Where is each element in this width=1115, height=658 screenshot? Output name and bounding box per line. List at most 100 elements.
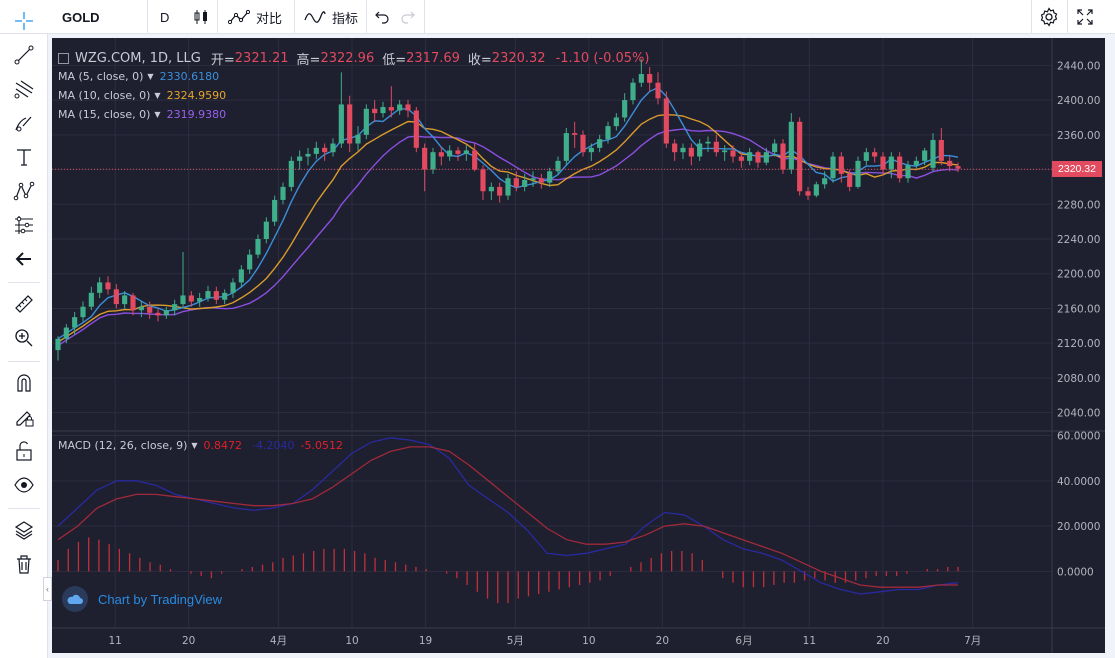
price-chart[interactable]: 11 20 4月 10 19 5月 10 20 6月 11 20 7月 2440.00 2400.00 23… <box>52 38 1105 653</box>
lock-drawings-tool[interactable] <box>9 436 39 466</box>
indicators-label: 指标 <box>332 10 359 26</box>
candle-body <box>147 306 153 313</box>
compare-label: 对比 <box>256 10 283 26</box>
candle-body <box>955 166 961 169</box>
caret-down-icon[interactable]: ▼ <box>147 72 154 81</box>
candle-body <box>905 165 911 179</box>
candle-body <box>947 160 953 167</box>
candle-body <box>55 338 61 351</box>
candle-body <box>213 291 219 300</box>
tradingview-branding[interactable]: Chart by TradingView <box>62 586 222 612</box>
ma15-legend[interactable]: MA (15, close, 0) ▼ 2319.9380 <box>58 108 226 121</box>
candle-body <box>597 139 603 148</box>
brush-tool[interactable] <box>9 108 39 138</box>
ma10-legend[interactable]: MA (10, close, 0) ▼ 2324.9590 <box>58 89 226 102</box>
candle-body <box>513 178 519 187</box>
candle-body <box>330 143 336 153</box>
pitchfork-tool[interactable] <box>9 74 39 104</box>
candle-body <box>630 82 636 101</box>
candle-body <box>772 143 778 153</box>
candle-body <box>588 147 594 153</box>
magnet-tool[interactable] <box>9 368 39 398</box>
candle-body <box>522 179 528 187</box>
candle-body <box>638 74 644 83</box>
redo-button[interactable] <box>400 0 416 34</box>
indicators-button[interactable]: 指标 <box>304 0 358 34</box>
candle-body <box>530 178 536 180</box>
candle-body <box>688 147 694 157</box>
x-tick-label: 20 <box>656 635 669 647</box>
back-button[interactable] <box>9 244 39 274</box>
candle-body <box>730 150 736 157</box>
candle-body <box>97 282 103 293</box>
text-icon <box>17 149 31 166</box>
x-tick-label: 10 <box>582 635 595 647</box>
caret-down-icon[interactable]: ▼ <box>154 110 161 119</box>
candle-body <box>847 173 853 187</box>
candle-body <box>447 150 453 157</box>
candle-body <box>697 143 703 157</box>
candle-body <box>463 150 469 154</box>
text-tool[interactable] <box>9 142 39 172</box>
price-tick-label: 2080.00 <box>1057 373 1100 385</box>
drawing-toolbar <box>0 12 48 658</box>
macd-legend[interactable]: MACD (12, 26, close, 9) ▼ 0.8472 -4.2040 … <box>58 439 343 452</box>
candle-body <box>722 150 728 153</box>
macd-tick-label: 0.0000 <box>1057 566 1094 578</box>
chart-area[interactable]: 11 20 4月 10 19 5月 10 20 6月 11 20 7月 2440.00 2400.00 23… <box>52 38 1105 653</box>
candle-body <box>563 133 569 161</box>
collapse-legend-icon[interactable] <box>58 53 69 64</box>
macd-line <box>57 437 959 595</box>
hide-drawings-tool[interactable] <box>9 470 39 500</box>
trend-line-tool[interactable] <box>9 40 39 70</box>
toolbar-divider <box>8 508 40 509</box>
indicators-icon <box>304 11 326 23</box>
candle-body <box>780 143 786 170</box>
candle-body <box>872 152 878 157</box>
caret-down-icon[interactable]: ▼ <box>154 91 161 100</box>
pattern-tool[interactable] <box>9 176 39 206</box>
fullscreen-icon <box>1077 9 1093 25</box>
candle-body <box>388 107 394 111</box>
settings-button[interactable] <box>1039 0 1059 34</box>
ma10-label: MA (10, close, 0) <box>58 89 151 102</box>
prediction-tool[interactable] <box>9 210 39 240</box>
undo-icon <box>375 11 389 24</box>
zoom-in-icon <box>15 329 33 347</box>
candle-body <box>455 150 461 154</box>
candle-body <box>938 140 944 161</box>
candle-body <box>72 317 78 328</box>
candle-body <box>188 295 194 302</box>
candle-body <box>372 108 378 114</box>
ma5-legend[interactable]: MA (5, close, 0) ▼ 2330.6180 <box>58 70 219 83</box>
stay-in-drawing-tool[interactable] <box>9 402 39 432</box>
candle-body <box>413 110 419 148</box>
price-tick-label: 2200.00 <box>1057 269 1100 281</box>
remove-drawings-tool[interactable] <box>9 549 39 579</box>
candle-body <box>813 184 819 196</box>
sidebar-toggle[interactable]: ‹ <box>43 577 52 601</box>
ma5-value: 2330.6180 <box>159 70 220 83</box>
caret-down-icon[interactable]: ▼ <box>191 441 198 450</box>
compare-button[interactable]: 对比 <box>228 0 282 34</box>
macd-line-value: -4.2040 <box>252 439 295 452</box>
crosshair-tool[interactable] <box>9 6 39 36</box>
measure-tool[interactable] <box>9 289 39 319</box>
candle-body <box>105 282 111 290</box>
candle-body <box>405 104 411 111</box>
undo-button[interactable] <box>374 0 390 34</box>
x-tick-label: 5月 <box>507 635 524 647</box>
symbol-search[interactable]: GOLD <box>62 9 100 25</box>
candle-body <box>155 312 161 316</box>
toolbar-divider <box>147 0 148 34</box>
candle-body <box>755 152 761 163</box>
zoom-in-tool[interactable] <box>9 323 39 353</box>
chart-type-button[interactable] <box>192 0 210 34</box>
candle-body <box>297 156 303 161</box>
interval-button[interactable]: D <box>160 9 170 25</box>
fullscreen-button[interactable] <box>1076 0 1094 34</box>
x-tick-label: 11 <box>803 635 816 647</box>
object-tree-tool[interactable] <box>9 515 39 545</box>
x-tick-label: 7月 <box>964 635 981 647</box>
candle-body <box>605 126 611 140</box>
